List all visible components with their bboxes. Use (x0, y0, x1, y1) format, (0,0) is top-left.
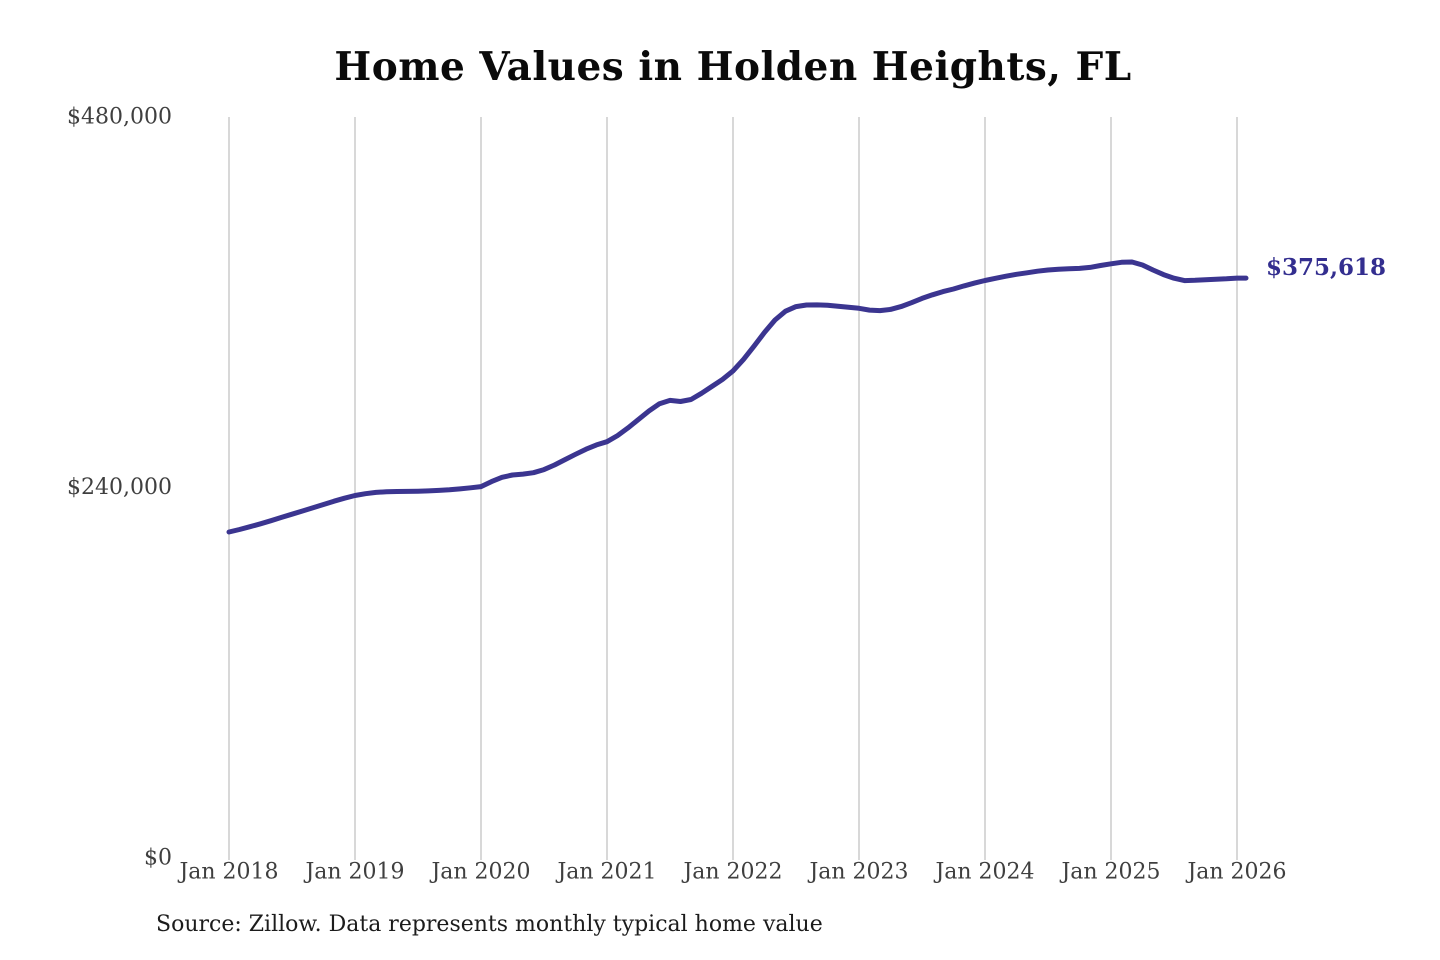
chart-title: Home Values in Holden Heights, FL (334, 44, 1132, 90)
x-axis-tick-label: Jan 2021 (555, 860, 656, 885)
x-axis-tick-label: Jan 2023 (807, 860, 908, 885)
x-axis-tick-label: Jan 2026 (1185, 860, 1286, 885)
x-axis-tick-label: Jan 2018 (177, 860, 278, 885)
x-axis-tick-label: Jan 2020 (429, 860, 530, 885)
x-axis-tick-label: Jan 2024 (933, 860, 1034, 885)
home-value-line-series (226, 259, 1249, 535)
y-axis-tick-label: $0 (144, 846, 172, 871)
source-note: Source: Zillow. Data represents monthly … (156, 912, 823, 937)
y-axis-tick-label: $240,000 (67, 475, 172, 500)
y-axis-tick-label: $480,000 (67, 105, 172, 130)
latest-value-label: $375,618 (1266, 254, 1387, 281)
x-axis-tick-label: Jan 2025 (1059, 860, 1160, 885)
x-axis-tick-label: Jan 2019 (303, 860, 404, 885)
x-axis-tick-label: Jan 2022 (681, 860, 782, 885)
